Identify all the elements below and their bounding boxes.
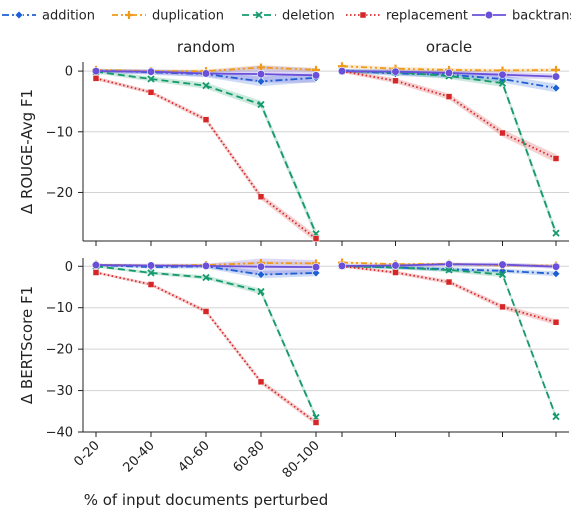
point-addition: [311, 268, 321, 278]
legend-item-addition: addition: [2, 9, 95, 24]
point-replacement: [147, 89, 155, 96]
y-axis-label: Δ ROUGE-Avg F1: [18, 89, 36, 214]
point-backtranslation: [256, 70, 266, 79]
point-backtranslation: [498, 260, 507, 269]
point-backtranslation: [201, 69, 211, 78]
legend-marker-addition: [14, 10, 24, 20]
legend-item-replacement: replacement: [346, 9, 468, 24]
x-tick-label: 40-60: [176, 438, 213, 475]
point-deletion: [257, 287, 265, 296]
point-backtranslation: [551, 72, 561, 81]
point-replacement: [202, 308, 210, 315]
point-deletion: [498, 270, 507, 279]
y-tick-label: 0: [65, 260, 73, 275]
point-addition: [551, 83, 561, 93]
point-backtranslation: [498, 70, 507, 79]
point-deletion: [202, 82, 210, 90]
point-addition: [551, 269, 561, 279]
point-backtranslation: [201, 261, 211, 270]
point-backtranslation: [391, 67, 400, 76]
panel-1-1: [329, 258, 569, 437]
point-replacement: [392, 269, 399, 276]
x-tick-label: 80-100: [280, 438, 323, 481]
y-tick-label: −40: [46, 426, 73, 441]
point-replacement: [445, 93, 453, 100]
point-replacement: [552, 318, 560, 326]
legend-marker-backtranslation: [484, 10, 494, 20]
legend-label-replacement: replacement: [386, 9, 468, 24]
point-backtranslation: [391, 261, 400, 270]
point-backtranslation: [551, 262, 561, 271]
point-replacement: [312, 419, 320, 426]
point-replacement: [257, 378, 265, 386]
y-tick-label: −20: [46, 186, 73, 201]
point-deletion: [202, 273, 210, 282]
x-axis-label: % of input documents perturbed: [84, 491, 329, 509]
series-line-deletion: [341, 265, 557, 418]
point-backtranslation: [444, 260, 454, 269]
legend-label-addition: addition: [42, 9, 95, 24]
point-deletion: [147, 75, 155, 83]
point-addition: [256, 76, 266, 86]
legend-label-duplication: duplication: [152, 9, 224, 24]
point-replacement: [92, 269, 100, 276]
series-line-replacement: [341, 70, 557, 160]
point-deletion: [552, 229, 560, 237]
point-replacement: [552, 155, 560, 162]
point-backtranslation: [146, 261, 156, 270]
point-backtranslation: [444, 68, 454, 78]
point-replacement: [202, 116, 210, 123]
panel-title: oracle: [426, 38, 472, 56]
panel-1-0: 0 −10 −20 −30 −40 Δ BERTScore F1 0-20 20-40 40-6…: [18, 258, 329, 481]
x-tick-label: 0-20: [71, 438, 102, 469]
y-tick-label: −10: [46, 125, 73, 140]
panel-title: random: [177, 38, 235, 56]
y-tick-label: −20: [46, 343, 73, 358]
y-tick-label: −30: [46, 384, 73, 399]
legend-item-backtranslation: backtranslation: [472, 9, 571, 24]
point-replacement: [499, 129, 506, 137]
panel-0-0: random 0 −10 −20 Δ ROUGE-Avg F1: [18, 38, 329, 246]
point-replacement: [392, 77, 399, 85]
legend-marker-replacement: [359, 11, 367, 19]
band-replacement: [96, 271, 316, 425]
y-axis-label: Δ BERTScore F1: [18, 286, 36, 404]
x-tick-label: 20-40: [121, 438, 158, 475]
y-tick-label: 0: [65, 65, 73, 80]
point-replacement: [147, 281, 155, 288]
point-backtranslation: [91, 260, 101, 270]
point-replacement: [257, 193, 265, 200]
legend-marker-duplication: [125, 11, 133, 19]
point-replacement: [499, 303, 506, 311]
legend-label-backtranslation: backtranslation: [512, 9, 571, 24]
point-backtranslation: [311, 263, 321, 272]
chart-panels: random 0 −10 −20 Δ ROUGE-Avg F1 oracle 0 −10 −20…: [18, 38, 569, 481]
point-deletion: [498, 79, 507, 87]
point-addition: [256, 270, 266, 279]
legend-item-deletion: deletion: [242, 9, 335, 24]
point-replacement: [445, 278, 453, 286]
legend-marker-deletion: [255, 11, 263, 19]
legend: addition duplication deletion replacement ba…: [2, 9, 571, 24]
point-deletion: [147, 269, 155, 277]
point-backtranslation: [256, 262, 266, 271]
point-backtranslation: [91, 67, 101, 76]
point-deletion: [257, 100, 265, 109]
point-backtranslation: [337, 67, 347, 76]
point-deletion: [445, 266, 453, 274]
point-backtranslation: [146, 67, 156, 76]
point-backtranslation: [337, 261, 347, 270]
legend-label-deletion: deletion: [282, 9, 335, 24]
legend-item-duplication: duplication: [112, 9, 224, 24]
x-tick-label: 60-80: [231, 438, 268, 475]
series-line-deletion: [95, 265, 317, 418]
band-deletion: [342, 265, 556, 420]
point-backtranslation: [311, 71, 321, 80]
point-replacement: [92, 75, 100, 82]
panel-0-1: oracle: [329, 38, 569, 246]
y-tick-label: −10: [46, 301, 73, 316]
point-replacement: [312, 235, 320, 242]
point-deletion: [552, 413, 560, 421]
